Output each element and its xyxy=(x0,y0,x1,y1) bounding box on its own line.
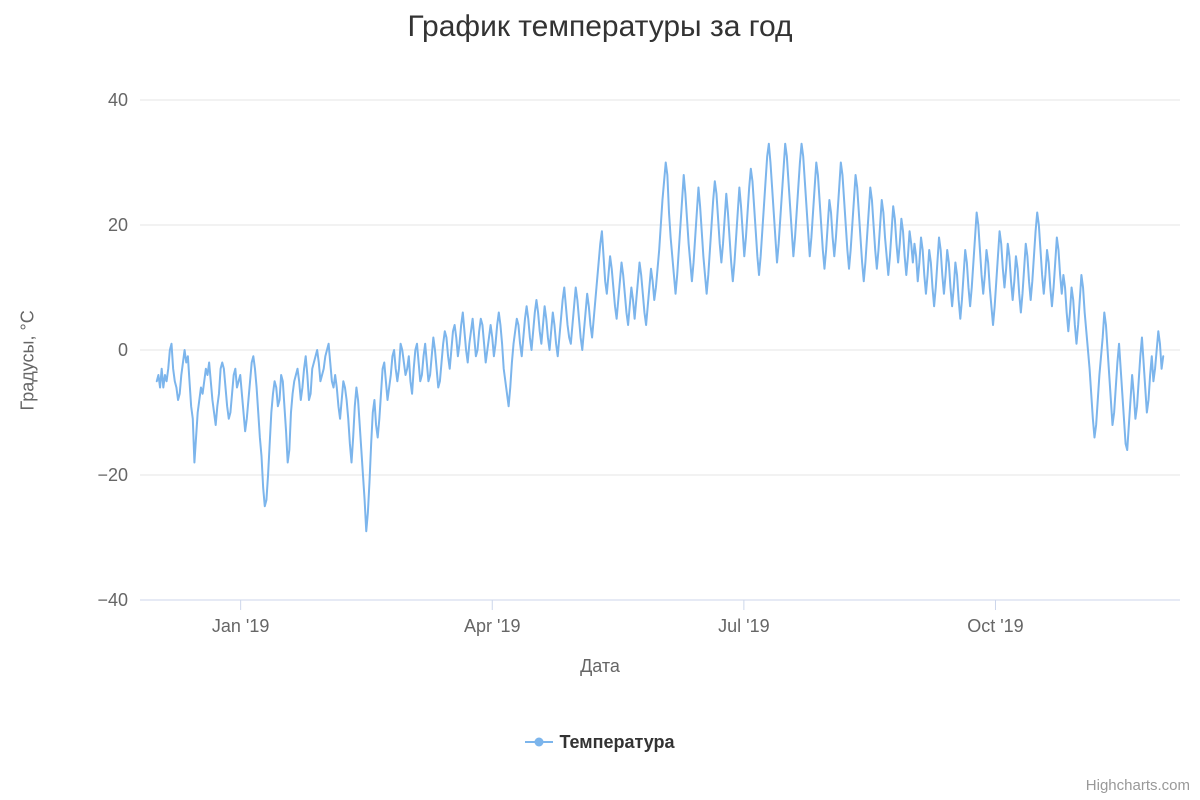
svg-text:Oct '19: Oct '19 xyxy=(967,616,1023,636)
legend-item-label: Температура xyxy=(559,732,674,753)
legend-item-temperature[interactable]: Температура xyxy=(525,732,674,753)
chart-title: График температуры за год xyxy=(0,10,1200,44)
svg-text:Jul '19: Jul '19 xyxy=(718,616,769,636)
credits-link[interactable]: Highcharts.com xyxy=(1086,777,1190,794)
x-axis-title: Дата xyxy=(0,656,1200,677)
plot-area: −40 −20 0 20 40 Jan '19 Apr '19 Jul '19 Oct '19 xyxy=(80,40,1200,660)
svg-text:0: 0 xyxy=(118,340,128,360)
svg-text:Jan '19: Jan '19 xyxy=(212,616,269,636)
svg-text:−40: −40 xyxy=(97,590,128,610)
chart-container: График температуры за год Градусы, °C −4… xyxy=(0,0,1200,800)
svg-text:−20: −20 xyxy=(97,465,128,485)
svg-text:40: 40 xyxy=(108,90,128,110)
y-axis-title: Градусы, °C xyxy=(18,310,39,410)
legend-swatch xyxy=(525,741,553,743)
svg-text:20: 20 xyxy=(108,215,128,235)
svg-text:Apr '19: Apr '19 xyxy=(464,616,520,636)
legend: Температура xyxy=(0,730,1200,753)
